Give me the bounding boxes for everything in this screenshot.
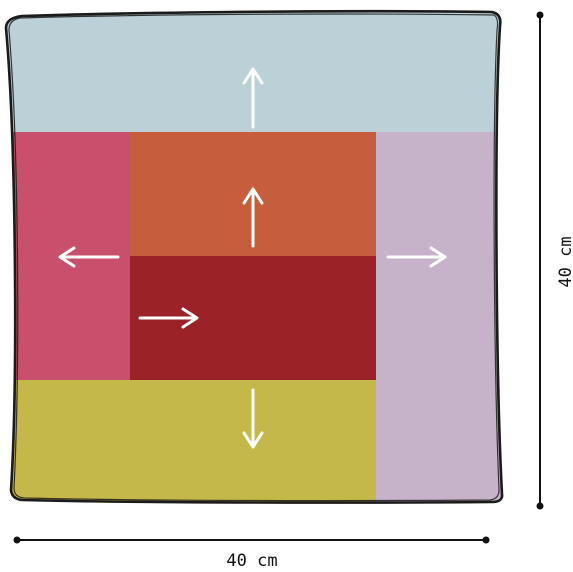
cushion-outline-sketch [8, 13, 500, 502]
height-dimension-end-bottom [536, 502, 544, 510]
height-dimension-end-top [536, 11, 544, 19]
arrow-top-up-icon [242, 67, 264, 129]
width-dimension-end-right [482, 536, 490, 544]
arrow-center-right-icon [138, 307, 199, 329]
width-label: 40 cm [226, 551, 277, 571]
arrow-center-top-up-icon [242, 187, 264, 248]
height-dimension: 40 cm [536, 11, 573, 510]
bottom-panel [6, 380, 376, 503]
top-panel [6, 11, 503, 132]
width-dimension-end-left [13, 536, 21, 544]
width-dimension: 40 cm [13, 536, 490, 571]
height-label: 40 cm [556, 236, 573, 287]
right-panel [376, 132, 503, 503]
cushion-outline [4, 9, 504, 504]
arrow-right-panel-right-icon [386, 246, 447, 268]
arrow-left-panel-left-icon [58, 246, 120, 268]
arrow-bottom-down-icon [242, 388, 264, 449]
